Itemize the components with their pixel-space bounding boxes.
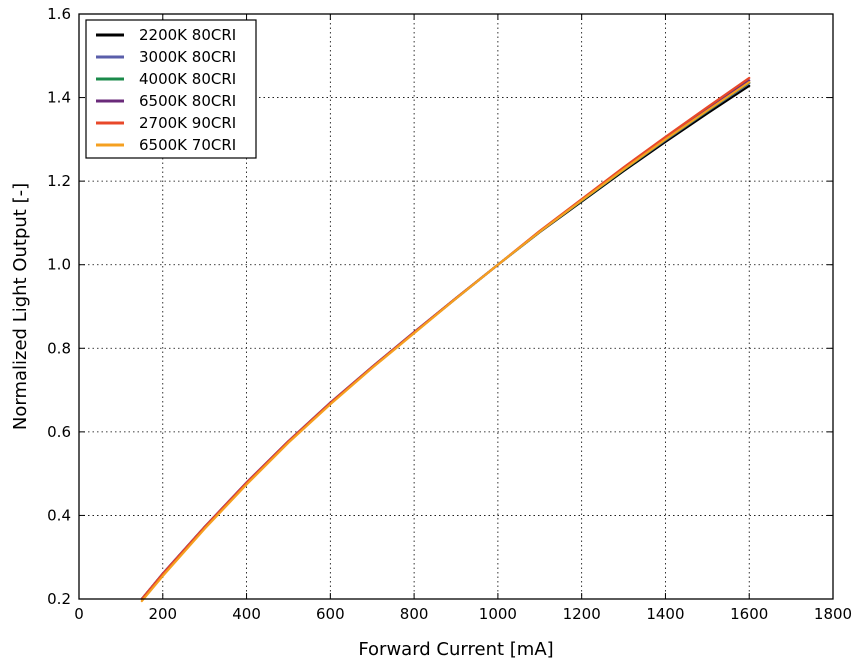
y-tick-label: 0.6 <box>47 423 71 441</box>
x-tick-label: 1400 <box>646 605 684 623</box>
y-tick-label: 1.0 <box>47 256 71 274</box>
plot-frame <box>78 13 834 600</box>
y-tick-label: 1.2 <box>47 172 71 190</box>
axis-ticks: 0 200 400 600 800 1000 1200 1400 1600 1800 0.2 0.4 0… <box>47 5 852 623</box>
x-tick-label: 600 <box>316 605 345 623</box>
legend-label: 2700K 90CRI <box>139 114 236 132</box>
legend-box <box>85 19 257 159</box>
series-line-1 <box>140 82 751 601</box>
series-line-2 <box>140 81 751 601</box>
legend: 2200K 80CRI 3000K 80CRI 4000K 80CRI 6500K 8… <box>85 19 257 159</box>
y-tick-label: 0.2 <box>47 590 71 608</box>
y-tick-label: 1.6 <box>47 5 71 23</box>
series-line-5 <box>140 81 751 603</box>
y-tick-label: 0.8 <box>47 339 71 357</box>
series-lines <box>140 76 751 603</box>
x-tick-label: 1600 <box>730 605 768 623</box>
legend-label: 6500K 70CRI <box>139 136 236 154</box>
x-tick-label: 200 <box>148 605 177 623</box>
y-axis-label: Normalized Light Output [-] <box>10 183 31 430</box>
x-tick-label: 800 <box>400 605 429 623</box>
series-line-0 <box>140 84 751 601</box>
y-tick-label: 1.4 <box>47 89 71 107</box>
x-tick-label: 400 <box>232 605 261 623</box>
legend-label: 6500K 80CRI <box>139 92 236 110</box>
legend-label: 3000K 80CRI <box>139 48 236 66</box>
x-tick-label: 0 <box>74 605 84 623</box>
legend-label: 4000K 80CRI <box>139 70 236 88</box>
x-tick-label: 1200 <box>563 605 601 623</box>
y-tick-label: 0.4 <box>47 506 71 524</box>
grid <box>79 14 833 599</box>
x-tick-label: 1000 <box>479 605 517 623</box>
x-tick-label: 1800 <box>814 605 852 623</box>
legend-label: 2200K 80CRI <box>139 26 236 44</box>
x-axis-label: Forward Current [mA] <box>358 639 553 660</box>
